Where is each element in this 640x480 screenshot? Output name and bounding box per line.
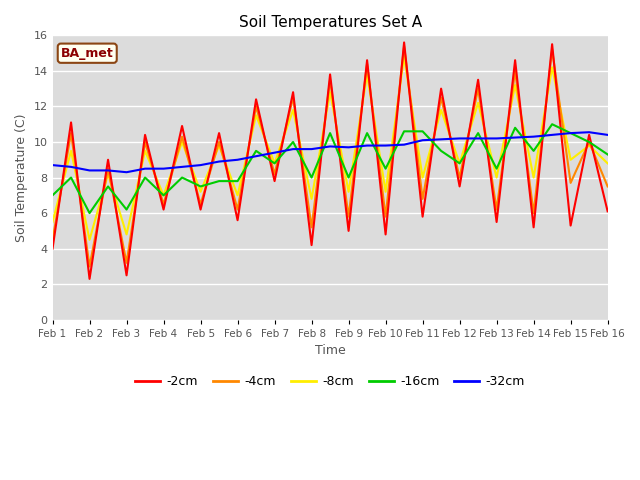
Legend: -2cm, -4cm, -8cm, -16cm, -32cm: -2cm, -4cm, -8cm, -16cm, -32cm bbox=[131, 370, 530, 393]
X-axis label: Time: Time bbox=[315, 344, 346, 357]
Y-axis label: Soil Temperature (C): Soil Temperature (C) bbox=[15, 113, 28, 242]
Title: Soil Temperatures Set A: Soil Temperatures Set A bbox=[239, 15, 422, 30]
Text: BA_met: BA_met bbox=[61, 47, 114, 60]
